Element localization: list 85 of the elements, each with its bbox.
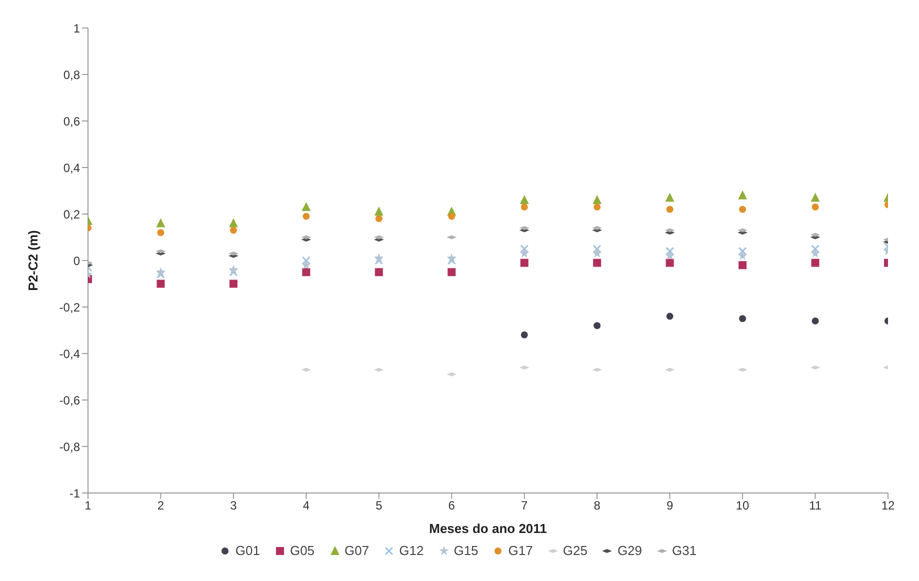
y-tick-label: -0,6 bbox=[59, 393, 80, 408]
legend-label: G29 bbox=[616, 543, 642, 558]
legend-label: G17 bbox=[507, 543, 533, 558]
y-tick-label: 1 bbox=[73, 21, 80, 36]
point bbox=[812, 317, 819, 324]
point bbox=[157, 229, 164, 236]
point bbox=[520, 331, 528, 338]
x-tick-label: 9 bbox=[666, 498, 674, 513]
point bbox=[666, 312, 674, 320]
point bbox=[448, 268, 456, 276]
point bbox=[738, 261, 747, 270]
point bbox=[810, 248, 820, 258]
legend-label: G05 bbox=[288, 543, 315, 558]
x-tick-label: 12 bbox=[881, 498, 895, 513]
point bbox=[738, 250, 748, 260]
point bbox=[228, 264, 238, 274]
point bbox=[520, 204, 528, 211]
point bbox=[811, 258, 820, 267]
point bbox=[302, 256, 310, 265]
x-tick-label: 3 bbox=[230, 498, 238, 513]
y-axis-title: P2-C2 (m) bbox=[26, 230, 41, 291]
point bbox=[374, 253, 384, 262]
point bbox=[447, 256, 456, 265]
point bbox=[156, 267, 166, 276]
point bbox=[229, 280, 238, 288]
point bbox=[375, 215, 382, 222]
x-tick-label: 4 bbox=[302, 498, 310, 513]
point bbox=[665, 250, 675, 260]
point bbox=[374, 256, 384, 265]
legend-label: G07 bbox=[344, 543, 370, 558]
point bbox=[156, 280, 165, 288]
point bbox=[156, 218, 166, 228]
x-tick-label: 11 bbox=[809, 498, 822, 513]
point bbox=[302, 212, 310, 220]
point bbox=[812, 204, 819, 211]
point bbox=[302, 202, 311, 212]
x-tick-label: 2 bbox=[157, 498, 164, 513]
point bbox=[810, 192, 820, 202]
legend-label: G25 bbox=[562, 543, 588, 558]
legend-label: G12 bbox=[398, 543, 424, 558]
y-tick-label: -0,2 bbox=[59, 300, 80, 314]
point bbox=[594, 322, 601, 330]
x-tick-label: 6 bbox=[448, 498, 456, 513]
x-tick-label: 10 bbox=[736, 498, 750, 513]
point bbox=[520, 258, 528, 267]
y-tick-label: -0,8 bbox=[59, 440, 80, 454]
y-tick-label: 0,6 bbox=[63, 114, 80, 128]
point bbox=[520, 195, 529, 204]
point bbox=[230, 226, 237, 234]
y-tick-label: -1 bbox=[69, 486, 80, 500]
legend-label: G31 bbox=[671, 543, 697, 558]
point bbox=[446, 253, 456, 262]
legend-label: G01 bbox=[234, 543, 260, 558]
point bbox=[666, 206, 674, 213]
y-tick-label: 0 bbox=[73, 254, 80, 268]
point bbox=[592, 248, 602, 258]
y-tick-label: 0,4 bbox=[63, 160, 80, 175]
y-tick-label: 0,8 bbox=[63, 68, 80, 82]
y-tick-label: 0,2 bbox=[63, 207, 80, 222]
point bbox=[738, 246, 747, 256]
x-axis-title: Meses do ano 2011 bbox=[429, 521, 547, 536]
point bbox=[739, 206, 746, 213]
point bbox=[665, 192, 674, 202]
point bbox=[738, 190, 748, 200]
x-tick-label: 1 bbox=[84, 498, 92, 513]
legend-label: G15 bbox=[452, 543, 478, 558]
point bbox=[666, 258, 674, 267]
point bbox=[739, 315, 746, 322]
point bbox=[520, 248, 530, 258]
point bbox=[594, 204, 601, 211]
point bbox=[229, 268, 238, 276]
point bbox=[374, 206, 384, 216]
point bbox=[592, 195, 602, 204]
x-tick-label: 7 bbox=[521, 498, 528, 513]
point bbox=[666, 246, 674, 256]
point bbox=[156, 270, 165, 279]
point bbox=[301, 260, 311, 270]
point bbox=[374, 268, 383, 276]
x-tick-label: 8 bbox=[594, 498, 601, 513]
point bbox=[228, 218, 238, 228]
y-tick-label: -0,4 bbox=[59, 346, 80, 361]
point bbox=[302, 268, 310, 276]
point bbox=[448, 212, 456, 220]
x-tick-label: 5 bbox=[376, 498, 383, 513]
point bbox=[593, 258, 602, 267]
